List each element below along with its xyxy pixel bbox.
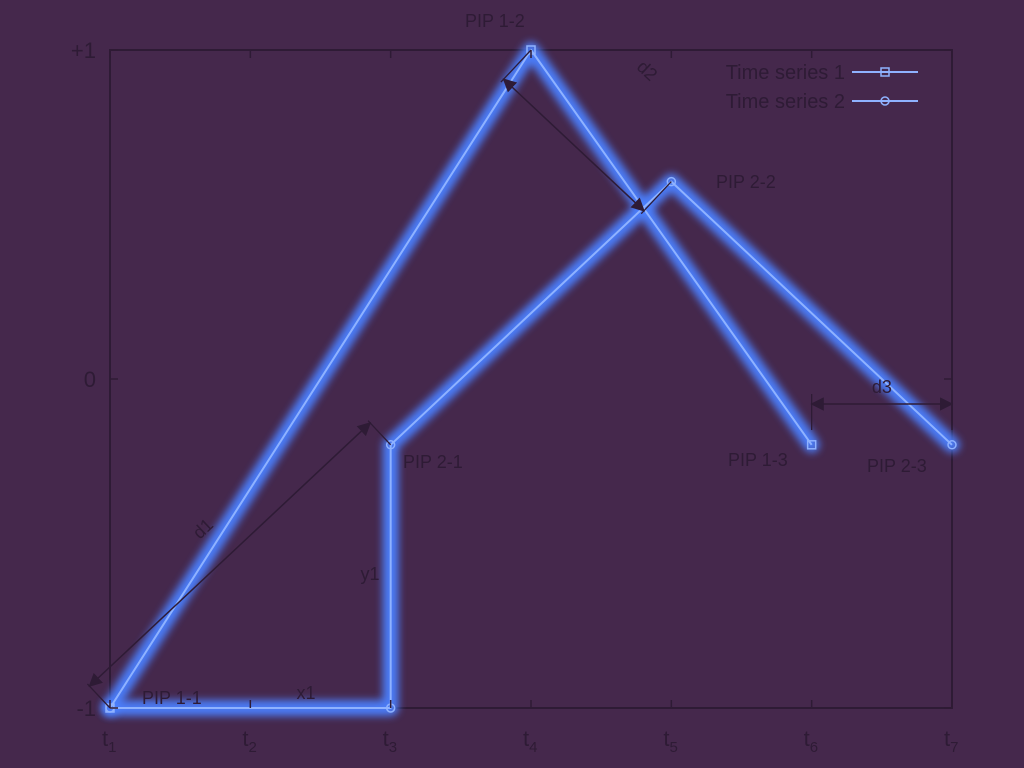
x-tick-label: t5 (663, 726, 677, 756)
legend-marker (880, 67, 890, 77)
x-tick-label: t4 (523, 726, 537, 756)
pip-label: PIP 1-1 (142, 688, 202, 708)
series-1-point (806, 440, 817, 450)
x-tick-label: t7 (944, 726, 958, 756)
measure-arrow-d2 (502, 78, 645, 212)
series-2-point (385, 440, 396, 450)
pip-label: PIP 1-3 (728, 450, 788, 470)
y-tick-label: -1 (76, 696, 96, 721)
series-2-line (110, 180, 953, 709)
series-2-glow (102, 173, 960, 716)
series-line-layer (105, 45, 957, 713)
measure-arrow-d1 (88, 421, 372, 688)
series-2-point (947, 440, 957, 450)
x-tick-label: t2 (242, 726, 256, 756)
annotation-layer: PIP 1-1 PIP 1-2 PIP 1-3 PIP 2-1 PIP 2-2 PIP 2… (142, 11, 927, 708)
measure-label-d2: d2 (633, 56, 661, 84)
x-tick-label: t3 (383, 726, 397, 756)
pip-label: PIP 1-2 (465, 11, 525, 31)
axis-tick-layer: t1 t2 t3 t4 t5 t6 t7 +1 0 -1 (71, 38, 959, 756)
x-tick-label: t1 (102, 726, 116, 756)
measure-label-d3: d3 (872, 377, 892, 397)
series-glow-layer (102, 42, 960, 716)
x-tick-label: t6 (804, 726, 818, 756)
pip-label: PIP 2-3 (867, 456, 927, 476)
legend-marker (880, 96, 890, 106)
measure-extension (367, 420, 392, 446)
plot-frame (109, 49, 953, 709)
legend-label: Time series 1 (726, 62, 845, 84)
measure-extension (640, 181, 672, 215)
measure-label-x1: x1 (296, 683, 315, 703)
y-tick-label: 0 (84, 367, 96, 392)
measure-extension (500, 49, 532, 83)
measure-label-y1: y1 (360, 564, 379, 584)
y-tick-label: +1 (71, 38, 96, 63)
legend: Time series 1 Time series 2 (726, 62, 925, 113)
series-2-point (666, 176, 677, 187)
measure-extension (86, 683, 111, 709)
legend-label: Time series 2 (726, 91, 845, 113)
pip-label: PIP 2-1 (403, 452, 463, 472)
pip-label: PIP 2-2 (716, 172, 776, 192)
